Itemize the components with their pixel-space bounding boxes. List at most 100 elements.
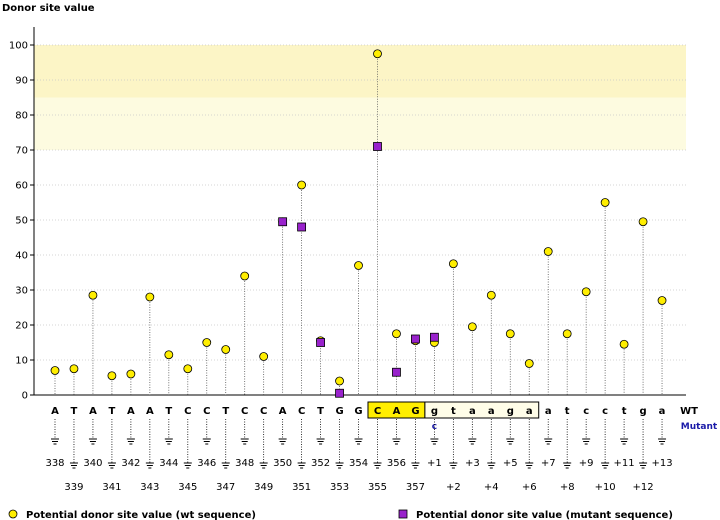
position-label: +12: [633, 482, 654, 493]
y-tick-label: 90: [15, 76, 28, 87]
nucleotide: a: [488, 406, 495, 417]
position-label: +13: [651, 458, 672, 469]
position-label: 350: [273, 458, 292, 469]
ground-symbol: [525, 419, 534, 469]
wt-point: [581, 287, 591, 297]
ground-symbol: [449, 419, 458, 469]
wt-point: [619, 339, 629, 349]
position-label: 357: [406, 482, 425, 493]
wt-point: [657, 296, 667, 305]
ground-symbol: [145, 419, 154, 469]
stems: [54, 53, 663, 395]
wt-point: [600, 198, 610, 207]
nucleotide: C: [374, 406, 381, 417]
wt-point: [392, 329, 401, 339]
wt-point: [240, 271, 250, 281]
nucleotide: T: [71, 406, 78, 417]
nucleotide: G: [335, 406, 343, 417]
legend-mutant-label: Potential donor site value (mutant seque…: [416, 510, 673, 520]
position-label: 342: [121, 458, 140, 469]
ground-symbol: [582, 419, 591, 445]
position-label: 353: [330, 482, 349, 493]
y-tick-label: 20: [15, 321, 28, 332]
position-label: 351: [292, 482, 311, 493]
wt-point: [297, 180, 307, 190]
legend-wt-marker: [8, 509, 18, 519]
wt-point: [259, 352, 269, 361]
ground-symbol: [354, 419, 363, 445]
nucleotide: t: [622, 406, 627, 417]
ground-symbol: [430, 419, 439, 445]
position-label: 338: [45, 458, 64, 469]
wt-point: [467, 322, 477, 332]
nucleotide: A: [279, 406, 287, 417]
mutant-point: [373, 142, 382, 151]
ground-symbol: [297, 419, 306, 469]
y-tick-label: 70: [15, 146, 28, 157]
sequence-boxes: [367, 401, 540, 419]
position-label: +11: [614, 458, 635, 469]
position-label: 355: [368, 482, 387, 493]
nucleotide: C: [241, 406, 248, 417]
wt-point: [183, 364, 193, 374]
position-label: +6: [522, 482, 537, 493]
position-label: 352: [311, 458, 330, 469]
position-label: +5: [503, 458, 518, 469]
nucleotide: t: [565, 406, 570, 417]
y-tick-label: 40: [15, 251, 28, 262]
mutant-row-label: Mutant: [681, 422, 718, 432]
ground-symbol: [468, 419, 477, 445]
legend: Potential donor site value (wt sequence)…: [8, 509, 673, 520]
nucleotide: C: [203, 406, 210, 417]
y-tick-label: 0: [22, 391, 28, 402]
position-label: 341: [102, 482, 121, 493]
nucleotide: T: [317, 406, 324, 417]
wt-point: [126, 369, 136, 379]
y-ticks: 0 10 20 30 40 50 60 70 80 90 100: [9, 41, 34, 402]
wt-point: [107, 371, 117, 381]
nucleotide: A: [127, 406, 135, 417]
nucleotide: A: [393, 406, 401, 417]
ground-symbol: [411, 419, 420, 469]
position-label: +9: [579, 458, 594, 469]
ground-symbol: [601, 419, 610, 469]
mutant-point: [429, 332, 439, 342]
wt-point: [524, 359, 534, 368]
nucleotide: A: [51, 406, 59, 417]
mutant-points: [278, 142, 439, 398]
legend-wt-label: Potential donor site value (wt sequence): [26, 510, 256, 520]
position-label: 347: [216, 482, 235, 493]
nucleotide: A: [146, 406, 154, 417]
y-tick-label: 80: [15, 111, 28, 122]
position-label: 349: [254, 482, 273, 493]
ground-symbol: [335, 419, 344, 469]
ground-symbol: [392, 419, 401, 445]
y-tick-label: 10: [15, 356, 28, 367]
nucleotide: G: [354, 406, 362, 417]
mutant-point: [392, 367, 401, 377]
ground-symbol: [259, 419, 268, 469]
nucleotide: a: [469, 406, 476, 417]
ground-symbol: [544, 419, 553, 445]
ground-symbol: [658, 419, 667, 445]
nucleotide: T: [222, 406, 229, 417]
ground-symbol: [278, 419, 287, 445]
ground-symbol: [202, 419, 211, 445]
wt-point: [88, 290, 98, 300]
legend-mutant-marker: [398, 509, 408, 519]
position-label: +10: [595, 482, 616, 493]
y-tick-label: 30: [15, 286, 28, 297]
nucleotide: a: [526, 406, 533, 417]
y-tick-label: 100: [9, 41, 28, 52]
wt-point: [486, 290, 496, 300]
position-label: 345: [178, 482, 197, 493]
highlight-band-strong: [34, 45, 686, 98]
position-label: 354: [349, 458, 368, 469]
nucleotide: C: [184, 406, 191, 417]
wt-point: [164, 350, 174, 360]
position-label: 343: [140, 482, 159, 493]
sequence-row: ATATAATCCTCCACTGGCAGgtaagaatcctgac: [51, 406, 665, 432]
mutant-point: [316, 338, 325, 347]
nucleotide: g: [431, 406, 438, 417]
